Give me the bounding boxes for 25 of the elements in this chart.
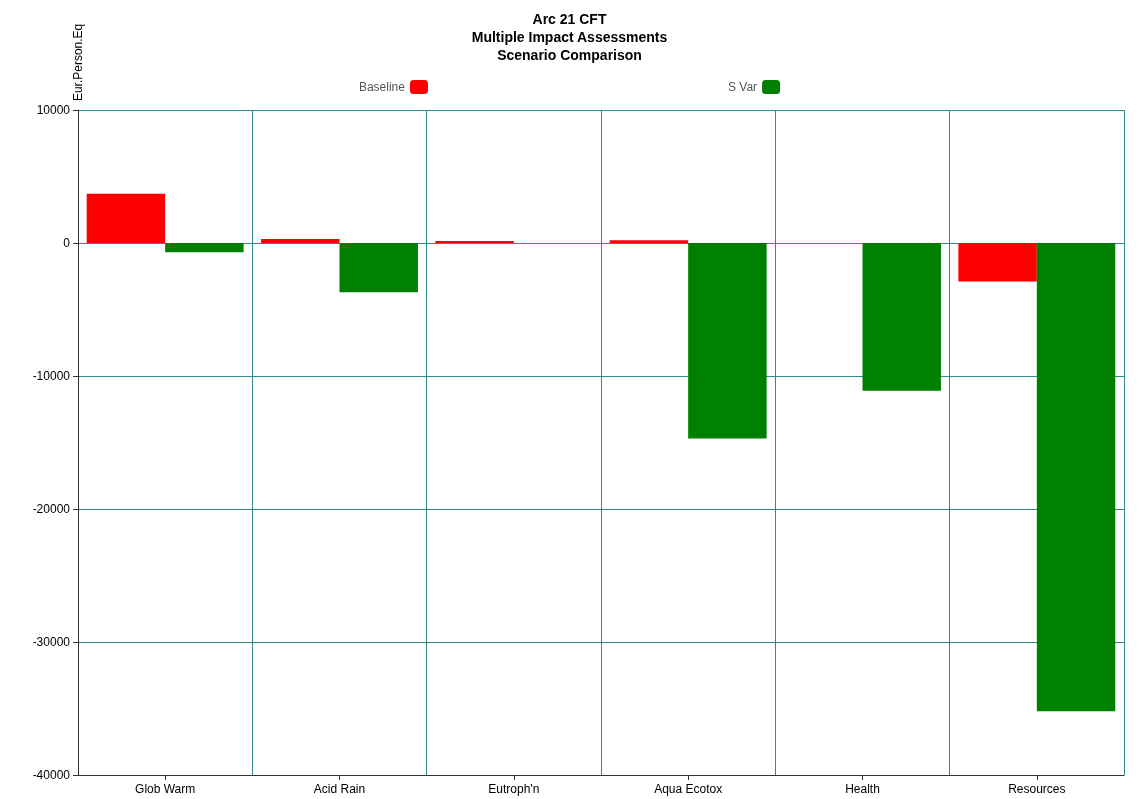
y-tick-label: -20000: [32, 502, 71, 516]
bar: [688, 243, 767, 439]
x-tick-label: Resources: [1008, 782, 1066, 796]
bar: [609, 240, 689, 243]
y-tick-label: -10000: [32, 369, 71, 383]
y-tick-label: 10000: [36, 103, 71, 117]
bar: [339, 243, 418, 293]
bar: [261, 239, 340, 243]
x-tick-label: Aqua Ecotox: [654, 782, 723, 796]
x-tick-label: Health: [845, 782, 880, 796]
x-tick-label: Eutroph'n: [488, 782, 540, 796]
legend-label: S Var: [727, 80, 758, 94]
bar: [86, 193, 166, 243]
bar: [862, 243, 941, 391]
legend-label: Baseline: [358, 80, 406, 94]
x-tick-label: Acid Rain: [313, 782, 366, 796]
bar: [1036, 243, 1116, 712]
y-axis-title: Eur.Person.Eq: [71, 23, 85, 102]
x-tick-label: Glob Warm: [135, 782, 196, 796]
chart-title: Arc 21 CFT Multiple Impact Assessments Scenario Comparison: [471, 11, 668, 63]
bar: [165, 243, 244, 253]
y-tick-label: -30000: [32, 635, 71, 649]
y-tick-label: 0: [63, 236, 71, 250]
y-tick-label: -40000: [32, 768, 71, 782]
bar: [958, 243, 1037, 282]
